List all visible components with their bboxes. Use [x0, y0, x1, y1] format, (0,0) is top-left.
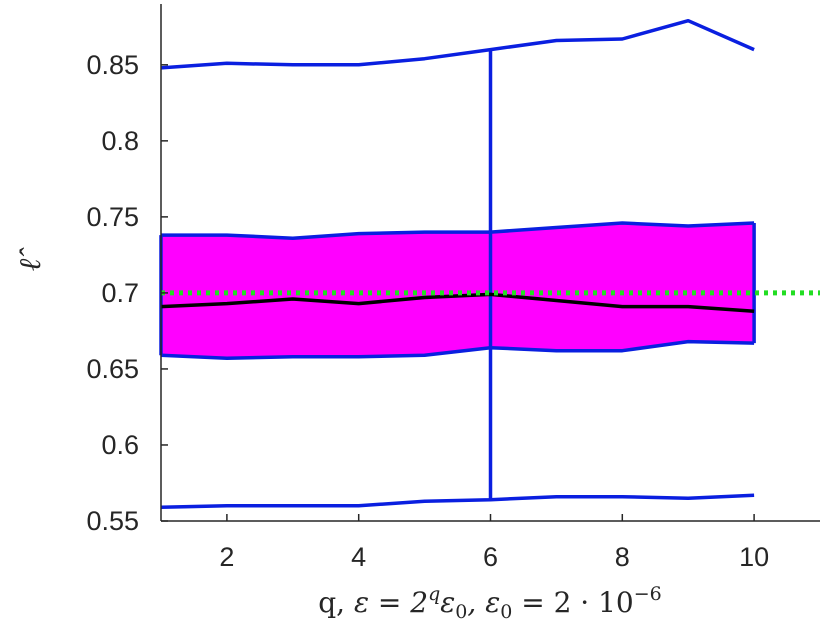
y-tick-label: 0.65	[86, 354, 139, 384]
y-tick-label: 0.7	[101, 278, 139, 308]
x-tick-label: 2	[219, 542, 234, 572]
y-tick-label: 0.75	[86, 202, 139, 232]
y-tick-label: 0.6	[101, 430, 139, 460]
series-q25-line	[160, 339, 755, 361]
x-axis-label: q, ε = 2qε0, ε0 = 2 · 10−6	[318, 583, 661, 623]
x-tick-label: 4	[351, 542, 366, 572]
x-tick-label: 6	[483, 542, 498, 572]
x-tick-label: 8	[615, 542, 630, 572]
x-ticks: 2 4 6 8 10	[219, 514, 769, 572]
y-tick-label: 0.55	[86, 506, 139, 536]
y-tick-label: 0.8	[101, 126, 139, 156]
x-tick-label: 10	[739, 542, 769, 572]
y-tick-label: 0.85	[86, 50, 139, 80]
series-lower-whisker-line	[160, 493, 755, 510]
y-ticks: 0.55 0.6 0.65 0.7 0.75 0.8 0.85	[86, 50, 168, 536]
iqr-band	[161, 223, 755, 359]
series-median-line	[160, 292, 755, 313]
plot-area	[159, 18, 820, 510]
series-q75-line	[161, 221, 755, 240]
series-upper-whisker-line	[160, 18, 755, 70]
y-axis-label: ℓ̂	[13, 247, 48, 271]
